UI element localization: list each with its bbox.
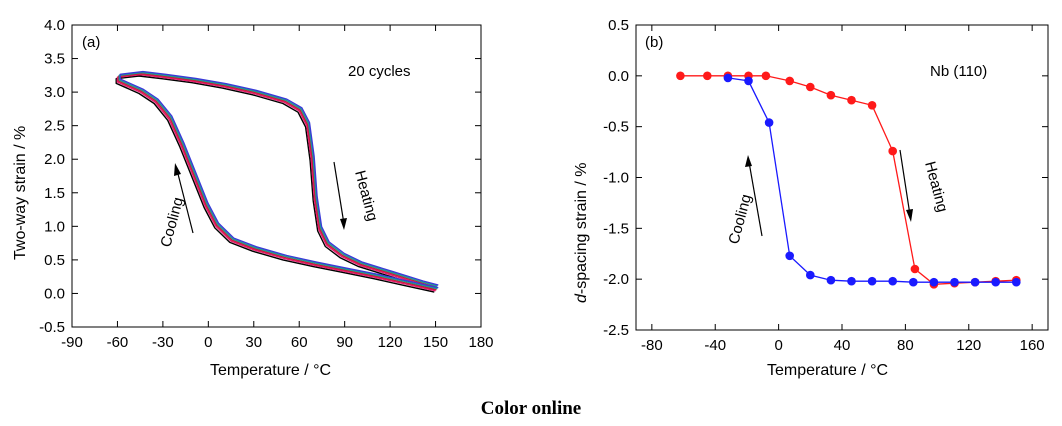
panel-b-cooling-point <box>806 270 815 280</box>
panel-b-cooling-point <box>1012 277 1021 287</box>
panel-b-heating-point <box>761 71 771 81</box>
panel-a-cooling-arrow-head <box>174 163 181 176</box>
panel-a-x-tick-label: 30 <box>245 334 262 351</box>
panel-b-heating-point <box>826 90 836 100</box>
panel-a-y-tick-label: 3.0 <box>44 84 65 101</box>
panel-b-cooling-point <box>764 118 774 127</box>
panel-a-cooling-arrow-shaft <box>176 169 194 234</box>
panel-a-x-axis-label: Temperature / °C <box>210 362 331 379</box>
panel-b-x-tick-label: -40 <box>704 337 726 354</box>
panel-b-x-tick-label: 40 <box>834 337 851 354</box>
panel-b-heating-point <box>785 76 794 86</box>
panel-a-x-tick-label: -60 <box>107 334 129 351</box>
panel-b-x-tick-label: -80 <box>641 337 663 354</box>
panel-b-cooling-point <box>785 251 794 261</box>
panel-b-heating-annotation: Heating <box>921 160 951 214</box>
panel-a-x-tick-label: -30 <box>152 334 174 351</box>
panel-b-y-tick-label: -2.5 <box>603 322 629 339</box>
panel-a-y-tick-label: -0.5 <box>39 319 65 336</box>
panel-b-cooling-point <box>847 276 856 286</box>
panel-b-cooling-point <box>950 277 959 287</box>
panel-b-cooling-point <box>826 275 836 285</box>
panel-a-cycle-curve-3 <box>117 73 437 291</box>
panel-a-x-tick-label: 60 <box>291 334 308 351</box>
panel-a-y-axis-label: Two-way strain / % <box>12 126 29 260</box>
panel-b-cooling-point <box>888 276 897 286</box>
panel-b-label: (b) <box>645 34 663 51</box>
panel-a-heating-annotation: Heating <box>351 169 381 223</box>
panel-b-x-tick-label: 120 <box>956 337 981 354</box>
panel-a-y-tick-label: 2.5 <box>44 118 65 135</box>
panel-b-heating-point <box>867 101 877 110</box>
panel-b-heating-arrow-head <box>906 209 913 222</box>
panel-b-peak-annotation: Nb (110) <box>930 63 987 80</box>
panel-a-y-tick-label: 1.5 <box>44 185 65 202</box>
panel-b-heating-line <box>680 75 1017 285</box>
panel-a: (a) 20 cycles Heating Cooling Temperatur… <box>12 17 494 379</box>
panel-a-cycle-curve-1 <box>115 75 435 293</box>
panel-b-heating-point <box>888 146 897 156</box>
panel-b-x-axis-label: Temperature / °C <box>767 362 888 379</box>
panel-b-cooling-arrow-head <box>745 155 752 167</box>
panel-b-heating-point <box>676 71 685 81</box>
panel-b-y-tick-label: -1.5 <box>603 220 629 237</box>
panel-b-cooling-point <box>929 277 939 287</box>
panel-b-heating-point <box>910 264 920 274</box>
panel-a-x-tick-label: 120 <box>378 334 403 351</box>
panel-b-cooling-point <box>970 277 980 287</box>
panel-a-x-tick-label: 180 <box>468 334 493 351</box>
panel-a-x-tick-label: -90 <box>61 334 83 351</box>
panel-a-y-tick-label: 1.0 <box>44 218 65 235</box>
panel-b-x-tick-label: 80 <box>897 337 914 354</box>
panel-b-heating-point <box>806 82 815 92</box>
panel-a-plot-frame <box>71 24 482 328</box>
panel-b-cooling-arrow-shaft <box>748 161 763 237</box>
panel-b-cooling-point <box>744 76 753 86</box>
panel-a-y-tick-label: 0.0 <box>44 285 65 302</box>
panel-b-y-tick-label: -2.0 <box>603 271 629 288</box>
panel-b-cooling-point <box>909 277 918 287</box>
panel-a-x-tick-label: 150 <box>423 334 448 351</box>
panel-b-y-axis-label: d-spacing strain / % <box>573 162 590 303</box>
panel-b-x-tick-label: 160 <box>1020 337 1045 354</box>
panel-b: (b) Nb (110) Heating Cooling Temperature… <box>573 17 1049 379</box>
footer-caption: Color online <box>480 398 582 419</box>
panel-b-y-tick-label: -0.5 <box>603 119 629 136</box>
panel-b-heating-arrow-shaft <box>899 149 911 216</box>
panel-a-cooling-annotation: Cooling <box>157 195 187 249</box>
panel-b-cooling-annotation: Cooling <box>725 192 755 246</box>
panel-a-x-tick-label: 90 <box>336 334 353 351</box>
panel-b-y-axis-label-prefix: d <box>573 293 590 303</box>
panel-a-heating-arrow-head <box>340 218 347 230</box>
panel-a-x-tick-label: 0 <box>204 334 212 351</box>
panel-b-heating-point <box>847 95 856 105</box>
panel-a-heating-arrow-shaft <box>333 161 345 225</box>
panel-b-cooling-point <box>867 276 877 286</box>
panel-a-y-tick-label: 0.5 <box>44 252 65 269</box>
panel-b-x-tick-label: 0 <box>774 337 782 354</box>
panel-b-y-tick-label: -1.0 <box>603 170 629 187</box>
panel-a-cycles-annotation: 20 cycles <box>348 63 411 80</box>
panel-b-y-tick-label: 0.5 <box>608 17 629 34</box>
panel-b-y-axis-label-rest: -spacing strain / % <box>573 162 590 294</box>
panel-b-cooling-point <box>723 73 733 83</box>
panel-a-y-tick-label: 4.0 <box>44 17 65 34</box>
panel-a-y-tick-label: 3.5 <box>44 51 65 68</box>
panel-a-cycle-curve-4 <box>118 71 438 290</box>
panel-b-y-tick-label: 0.0 <box>608 68 629 85</box>
panel-a-cycle-curve-5 <box>119 70 439 289</box>
panel-a-cycle-curve-2 <box>116 74 436 292</box>
panel-b-cooling-point <box>991 277 1000 287</box>
panel-a-y-tick-label: 2.0 <box>44 151 65 168</box>
panel-a-label: (a) <box>82 34 100 51</box>
panel-b-heating-point <box>703 71 712 81</box>
